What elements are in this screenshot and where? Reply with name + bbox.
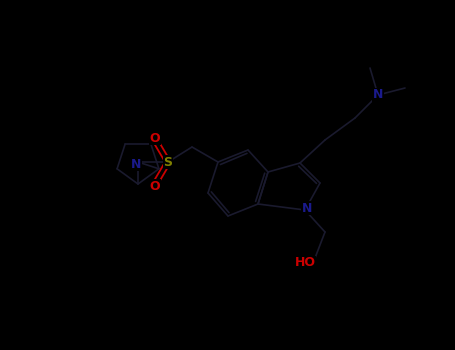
Text: O: O [150, 132, 160, 145]
Text: O: O [150, 180, 160, 193]
Text: N: N [131, 158, 141, 170]
Text: N: N [302, 202, 312, 215]
Text: HO: HO [294, 257, 315, 270]
Text: N: N [373, 89, 383, 101]
Text: S: S [163, 155, 172, 168]
